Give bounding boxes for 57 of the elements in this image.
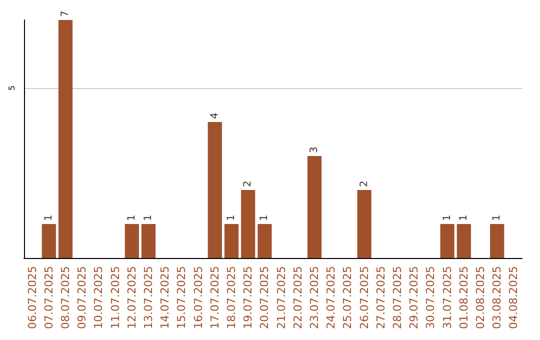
x-tick-label: 23.07.2025 xyxy=(308,266,321,330)
x-tick-label: 15.07.2025 xyxy=(175,266,188,330)
x-tick-label: 10.07.2025 xyxy=(92,266,106,330)
bar xyxy=(307,156,322,258)
x-tick-label: 03.08.2025 xyxy=(490,266,504,330)
data-label: 7 xyxy=(60,10,71,17)
x-tick-label: 06.07.2025 xyxy=(26,266,39,330)
x-tick-label: 14.07.2025 xyxy=(158,266,172,330)
x-tick-label: 27.07.2025 xyxy=(374,266,388,330)
bar xyxy=(124,224,139,258)
x-tick-label: 19.07.2025 xyxy=(242,266,255,330)
x-tick-label: 21.07.2025 xyxy=(274,266,288,330)
x-tick-label: 18.07.2025 xyxy=(225,266,238,330)
data-label: 1 xyxy=(126,214,138,222)
x-tick-label: 07.07.2025 xyxy=(42,266,56,330)
data-label: 1 xyxy=(226,214,237,222)
y-tick-label: 5 xyxy=(8,85,16,91)
data-label: 1 xyxy=(492,214,503,222)
data-label: 2 xyxy=(358,180,370,188)
x-tick-label: 09.07.2025 xyxy=(76,266,89,330)
x-tick-label: 22.07.2025 xyxy=(291,266,304,330)
x-tick-label: 13.07.2025 xyxy=(142,266,155,330)
x-tick-label: 28.07.2025 xyxy=(391,266,404,330)
x-tick-label: 29.07.2025 xyxy=(408,266,421,330)
bar xyxy=(258,224,272,258)
bar xyxy=(490,224,504,258)
bar xyxy=(456,224,471,258)
x-tick-label: 12.07.2025 xyxy=(125,266,138,330)
x-tick-label: 24.07.2025 xyxy=(324,266,338,330)
data-label: 1 xyxy=(43,214,54,222)
x-tick-label: 11.07.2025 xyxy=(108,266,122,330)
x-tick-label: 08.07.2025 xyxy=(59,266,72,330)
x-tick-label: 31.07.2025 xyxy=(440,266,454,330)
x-tick-label: 04.08.2025 xyxy=(507,266,520,330)
data-label: 3 xyxy=(309,146,320,154)
x-tick-label: 01.08.2025 xyxy=(457,266,470,330)
x-tick-label: 17.07.2025 xyxy=(208,266,222,330)
bar xyxy=(208,122,222,258)
bar xyxy=(224,224,239,258)
x-tick-label: 30.07.2025 xyxy=(424,266,438,330)
bar xyxy=(357,190,372,258)
x-tick-label: 16.07.2025 xyxy=(192,266,205,330)
x-tick-label: 20.07.2025 xyxy=(258,266,272,330)
data-label: 2 xyxy=(242,180,254,188)
data-label: 1 xyxy=(442,214,453,222)
data-label: 4 xyxy=(209,112,220,120)
bar xyxy=(241,190,256,258)
data-label: 1 xyxy=(259,214,270,222)
bar xyxy=(141,224,156,258)
x-tick-label: 02.08.2025 xyxy=(474,266,487,330)
x-tick-label: 26.07.2025 xyxy=(358,266,371,330)
bar xyxy=(58,20,73,258)
bar xyxy=(440,224,454,258)
data-label: 1 xyxy=(143,214,154,222)
x-tick-label: 25.07.2025 xyxy=(341,266,354,330)
bar xyxy=(42,224,56,258)
data-label: 1 xyxy=(458,214,470,222)
